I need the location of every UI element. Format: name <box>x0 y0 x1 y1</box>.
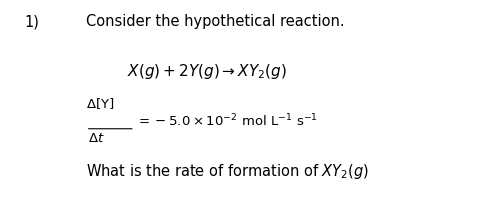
Text: $\Delta t$: $\Delta t$ <box>88 132 105 145</box>
Text: What is the rate of formation of $XY_2(g)$: What is the rate of formation of $XY_2(g… <box>86 162 369 181</box>
Text: 1): 1) <box>24 14 39 29</box>
Text: Consider the hypothetical reaction.: Consider the hypothetical reaction. <box>86 14 344 29</box>
Text: $\Delta$[Y]: $\Delta$[Y] <box>86 96 114 111</box>
Text: $= -5.0 \times 10^{-2}\ \mathrm{mol\ L^{-1}\ s^{-1}}$: $= -5.0 \times 10^{-2}\ \mathrm{mol\ L^{… <box>136 112 318 129</box>
Text: $X(g) + 2Y(g) \rightarrow XY_2(g)$: $X(g) + 2Y(g) \rightarrow XY_2(g)$ <box>127 62 287 81</box>
